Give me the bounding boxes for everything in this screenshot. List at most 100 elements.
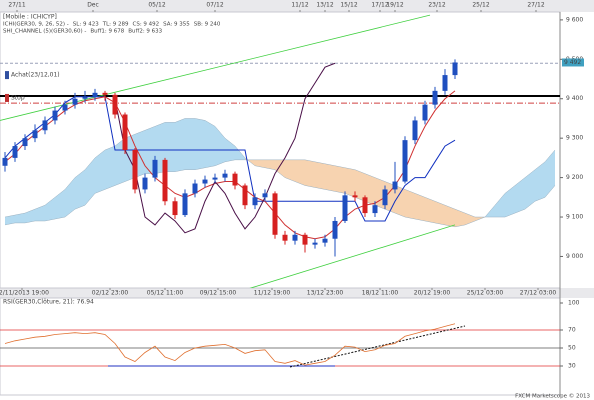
cloud-edge [4, 159, 556, 226]
candle-body [342, 195, 348, 221]
candle-body [292, 234, 298, 241]
cloud-segment [505, 185, 515, 218]
y-tick-label: 30 [568, 363, 576, 370]
top-tick-label: 27/11 [8, 2, 25, 9]
candle-body [142, 177, 148, 190]
candle-body [272, 193, 278, 235]
top-tick-label: 17/12 [371, 2, 388, 9]
candle-body [202, 179, 208, 184]
last-price-box [562, 58, 584, 67]
legend-item: SHI_CHANNEL (5)(GER30,60) - [3, 29, 86, 35]
top-axis-strip [0, 0, 594, 12]
x-tick-label: 20/12 19:00 [414, 290, 451, 297]
cloud-segment [5, 215, 15, 225]
cloud-segment [205, 120, 215, 168]
cloud-segment [525, 169, 535, 210]
cloud-segment [175, 118, 185, 172]
marker-label: Achat(23/12,01) [11, 72, 60, 79]
cloud-segment [85, 157, 95, 206]
candle-body [432, 90, 438, 105]
y-tick-label: 9 200 [566, 174, 583, 181]
marker-box [5, 93, 9, 102]
bottom-axis-strip [0, 288, 594, 298]
y-tick-label: 9 300 [566, 135, 583, 142]
candle-body [232, 173, 238, 186]
candle-body [352, 195, 358, 198]
candle-body [332, 220, 338, 239]
cloud-segment [335, 165, 345, 194]
candle-body [312, 242, 318, 245]
candle-body [222, 173, 228, 178]
legend-item: TL: 9 289 [102, 22, 129, 28]
cloud-segment [305, 159, 315, 188]
candle-body [2, 157, 8, 166]
cloud-segment [495, 193, 505, 218]
candle-body [362, 197, 368, 214]
top-tick-label: 15/12 [340, 2, 357, 9]
cloud-segment [15, 213, 25, 223]
candle-body [192, 183, 198, 194]
panel-title: RSI(GER30,Clôture, 21): 76.94 [3, 299, 94, 306]
cloud-segment [255, 159, 265, 168]
cloud-segment [105, 146, 115, 190]
candle-body [262, 193, 268, 198]
candle-body [122, 114, 128, 150]
candle-body [282, 234, 288, 241]
cloud-segment [515, 177, 525, 214]
candle-body [252, 197, 258, 206]
cloud-segment [545, 150, 555, 198]
cloud-edge [4, 118, 556, 228]
top-tick-label: 25/12 [472, 2, 489, 9]
channel-line [249, 224, 456, 288]
cloud-segment [25, 209, 35, 223]
rsi-line [4, 323, 456, 366]
top-tick-label: 05/12 [148, 2, 165, 9]
candle-body [392, 181, 398, 190]
candle-body [442, 75, 448, 91]
x-tick-label: 27/12 03:00 [520, 290, 557, 297]
x-tick-label: 13/12 23:00 [307, 290, 344, 297]
cloud-segment [395, 185, 405, 218]
candle-body [42, 120, 48, 131]
cloud-segment [445, 205, 455, 227]
legend-item: SB: 9 240 [194, 22, 221, 28]
legend-item: ICHI(GER30, 9, 26, 52) - [3, 22, 69, 28]
candle-body [212, 177, 218, 180]
candle-body [72, 98, 78, 105]
top-tick-label: 07/12 [206, 2, 223, 9]
candle-body [452, 62, 458, 76]
x-tick-label: 09/12 15:00 [200, 290, 237, 297]
cloud-segment [215, 126, 225, 166]
x-tick-label: 18/12 11:00 [362, 290, 399, 297]
candle-body [22, 138, 28, 147]
price-plot [0, 14, 560, 288]
y-tick-label: 9 400 [566, 95, 583, 102]
top-tick-label: 27/12 [527, 2, 544, 9]
x-tick-label: 22/11/2013 19:00 [0, 290, 49, 297]
cloud-segment [355, 169, 365, 202]
rsi-panel [0, 297, 561, 396]
top-tick-label: 19/12 [386, 2, 403, 9]
candle-body [112, 94, 118, 115]
price-panel [0, 11, 561, 289]
candle-body [382, 189, 388, 206]
x-tick-label: 11/12 19:00 [254, 290, 291, 297]
top-tick-label: 13/12 [316, 2, 333, 9]
candle-body [32, 130, 38, 139]
cloud-segment [455, 209, 465, 227]
cloud-segment [95, 150, 105, 194]
candle-body [182, 193, 188, 216]
y-tick-label: 9 000 [566, 253, 583, 260]
top-tick-label: Dec [87, 2, 99, 9]
cloud-segment [425, 197, 435, 223]
candle-body [412, 120, 418, 141]
cloud-segment [35, 205, 45, 221]
candle-body [162, 159, 168, 202]
cloud-segment [65, 177, 75, 218]
indicator-line [4, 90, 456, 240]
top-tick-label: 11/12 [291, 2, 308, 9]
cloud-segment [345, 167, 355, 198]
cloud-segment [165, 122, 175, 172]
cloud-segment [75, 169, 85, 210]
candle-body [302, 234, 308, 245]
